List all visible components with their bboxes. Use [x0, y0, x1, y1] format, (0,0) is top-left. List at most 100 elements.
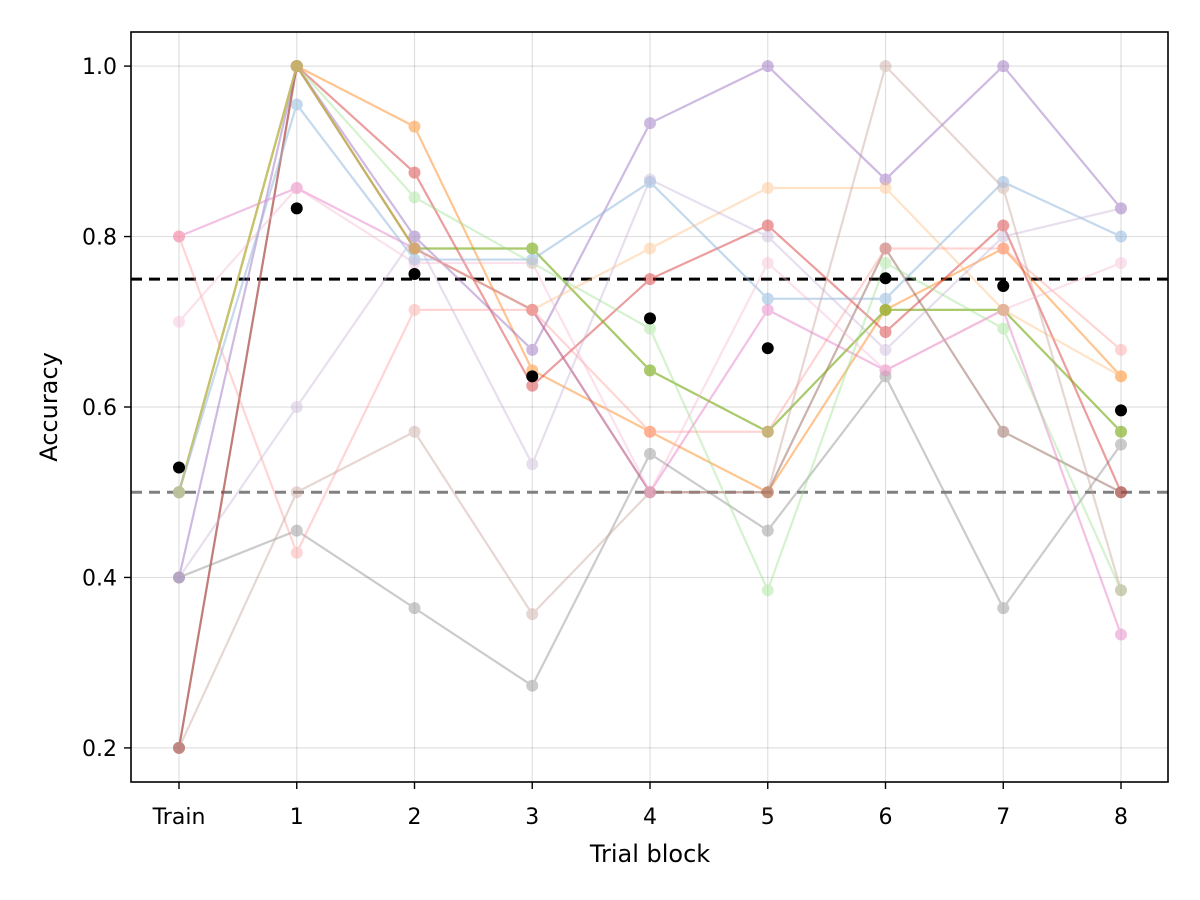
series-point — [997, 425, 1010, 438]
series-point — [761, 60, 774, 73]
series-point — [879, 60, 892, 73]
series-point — [644, 425, 656, 438]
series-point — [290, 60, 303, 73]
participant-series-line — [173, 60, 1127, 499]
series-point — [879, 242, 892, 255]
x-tick-label: 6 — [879, 805, 893, 830]
series-point — [1115, 425, 1127, 438]
series-point — [526, 242, 539, 255]
series-point — [408, 425, 421, 438]
mean-point — [408, 268, 421, 281]
series-point — [290, 60, 303, 73]
mean-points — [173, 202, 1127, 474]
participant-series-line — [173, 370, 1127, 692]
series-point — [1115, 256, 1127, 269]
series-point — [644, 486, 656, 499]
series-point — [879, 364, 892, 377]
series-point — [290, 181, 303, 194]
series-point — [408, 303, 421, 316]
series-point — [997, 303, 1010, 316]
series-point — [997, 303, 1010, 316]
series-point — [644, 486, 656, 499]
series-point — [290, 60, 303, 73]
series-line — [177, 102, 1122, 493]
y-tick-label: 0.8 — [82, 226, 117, 251]
series-point — [173, 486, 185, 499]
series-line — [177, 63, 1123, 749]
series-line — [177, 64, 1122, 494]
series-point — [879, 364, 892, 377]
series-point — [408, 602, 421, 615]
series-point — [173, 486, 185, 499]
series-point — [290, 60, 303, 73]
series-line — [178, 177, 1122, 579]
series-point — [997, 181, 1010, 194]
series-line — [177, 63, 1122, 749]
series-line — [178, 186, 1123, 635]
series-point — [761, 425, 774, 438]
series-point — [761, 584, 774, 597]
x-tick-label: 2 — [408, 805, 422, 830]
series-point — [408, 120, 421, 133]
y-tick-label: 0.4 — [82, 566, 117, 591]
series-point — [1115, 230, 1127, 243]
series-point — [173, 486, 185, 499]
series-point — [408, 242, 421, 255]
series-point — [290, 181, 303, 194]
series-point — [526, 303, 539, 316]
series-point — [526, 253, 539, 266]
series-point — [1115, 584, 1127, 597]
series-point — [761, 524, 774, 537]
mean-point — [879, 272, 892, 285]
series-point — [1115, 628, 1127, 641]
series-point — [879, 256, 892, 269]
series-line — [178, 63, 1123, 749]
series-point — [526, 303, 539, 316]
series-point — [997, 322, 1010, 335]
series-point — [526, 253, 539, 266]
series-point — [173, 741, 185, 754]
series-point — [761, 303, 774, 316]
series-point — [879, 173, 892, 186]
series-point — [997, 303, 1010, 316]
series-line — [177, 63, 1122, 493]
series-line — [178, 186, 1122, 495]
series-point — [173, 230, 185, 243]
series-point — [761, 425, 774, 438]
series-point — [173, 571, 185, 584]
series-point — [173, 571, 185, 584]
series-point — [173, 486, 185, 499]
series-point — [879, 370, 892, 383]
series-point — [1115, 202, 1127, 215]
series-point — [761, 486, 774, 499]
series-point — [526, 679, 539, 692]
series-point — [644, 486, 656, 499]
mean-point — [997, 279, 1010, 292]
x-tick-label: 8 — [1114, 805, 1128, 830]
series-point — [173, 571, 185, 584]
series-point — [761, 219, 774, 232]
x-tick-label: Train — [152, 805, 206, 830]
y-axis-label: Accuracy — [35, 352, 63, 462]
series-point — [526, 343, 539, 356]
mean-point — [290, 202, 303, 215]
series-point — [879, 303, 892, 316]
participant-series-line — [173, 181, 1127, 499]
series-point — [1115, 370, 1127, 383]
x-tick-labels: Train 1 2 3 4 5 6 7 8 — [152, 805, 1128, 830]
x-tick-label: 1 — [290, 805, 304, 830]
series-line — [177, 63, 1123, 594]
series-point — [408, 191, 421, 204]
series-point — [879, 292, 892, 305]
series-point — [408, 242, 421, 255]
series-point — [408, 253, 421, 266]
participant-series-line — [173, 60, 1127, 584]
series-point — [997, 230, 1010, 243]
series-point — [644, 173, 656, 186]
series-point — [879, 303, 892, 316]
series-point — [173, 741, 185, 754]
series-point — [644, 117, 656, 130]
series-point — [173, 486, 185, 499]
series-point — [526, 379, 539, 392]
